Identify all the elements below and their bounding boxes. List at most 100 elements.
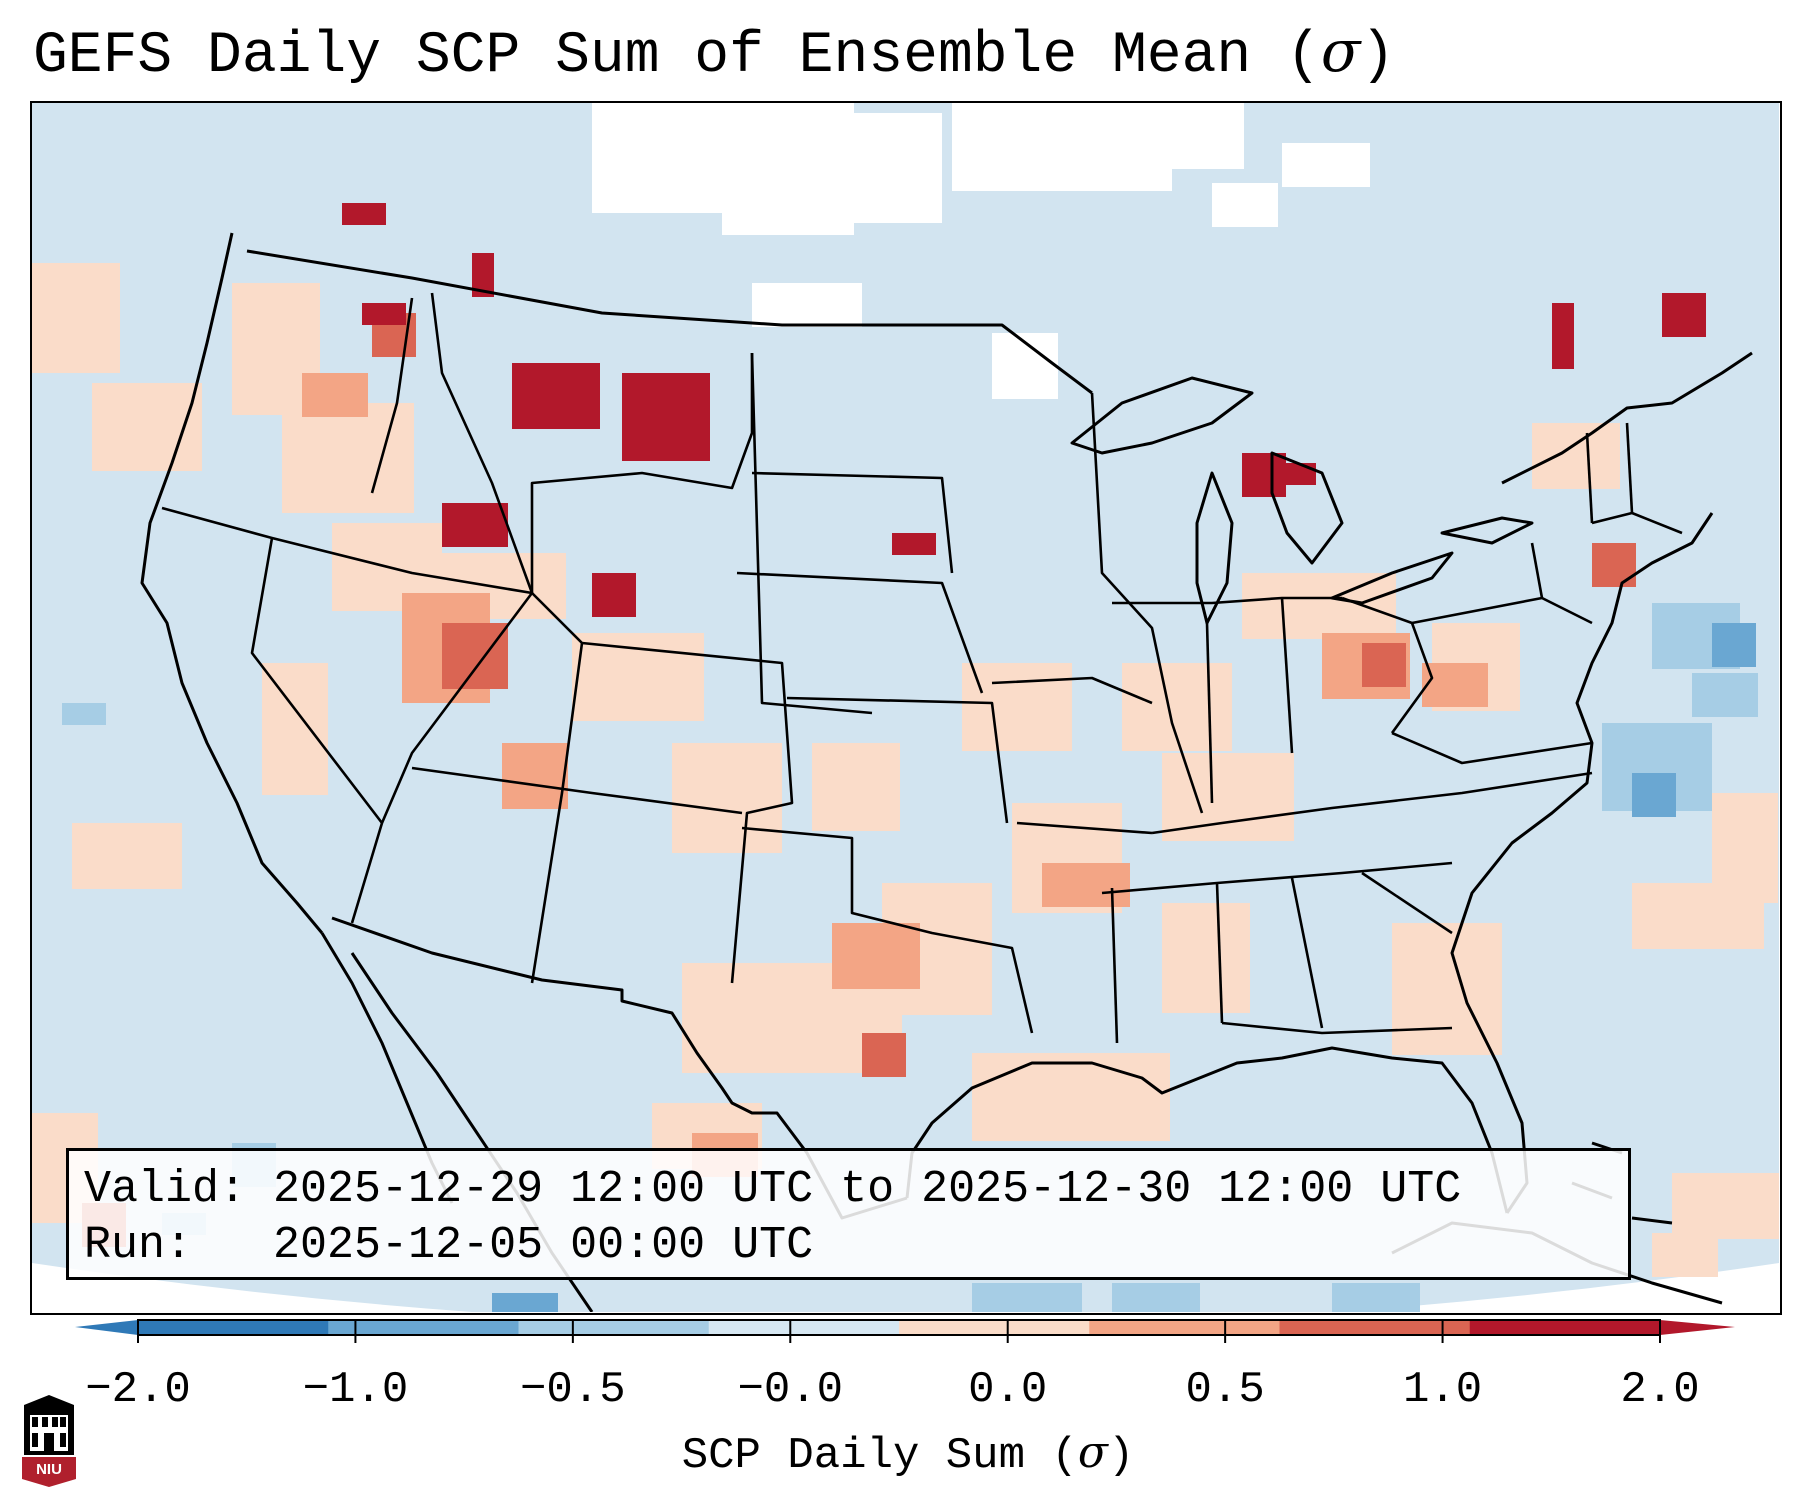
colorbar-bin-6 [1279, 1320, 1471, 1335]
colorbar-tick-label-7: 2.0 [1620, 1365, 1700, 1415]
us-canada-border [246, 249, 1093, 395]
field-cell [1552, 303, 1574, 369]
field-cell [592, 573, 636, 617]
field-cell [32, 263, 120, 373]
field-cell [962, 663, 1072, 751]
field-cell [1532, 423, 1620, 489]
colorbar-bin-7 [1469, 1320, 1661, 1335]
colorbar-label-sigma: σ [1077, 1427, 1108, 1478]
field-cell [1632, 773, 1676, 817]
field-cell [472, 253, 494, 297]
colorbar-bin-5 [1089, 1320, 1280, 1335]
field-cell [342, 203, 386, 225]
colorbar-ticks [137, 1320, 1661, 1343]
colorbar-tick-label-2: −0.5 [520, 1365, 626, 1415]
us-canada-border-east [1501, 351, 1753, 485]
colorbar-extend-min [75, 1320, 138, 1335]
colorbar [75, 1319, 1735, 1343]
field-cell [1692, 673, 1758, 717]
field-cell [502, 743, 568, 809]
field-cell [1422, 663, 1488, 707]
field-cell [1112, 1283, 1200, 1312]
map-panel [30, 101, 1782, 1315]
field-cell [302, 373, 368, 417]
field-cell [1672, 1173, 1779, 1239]
field-cell [262, 663, 328, 795]
colorbar-bin-0 [138, 1320, 329, 1335]
colorbar-tick-label-1: −1.0 [302, 1365, 409, 1415]
lake-superior [1070, 376, 1254, 455]
field-cell [1392, 923, 1502, 1055]
field-cell [1272, 463, 1316, 485]
field-cell [832, 923, 920, 989]
field-cell [1162, 753, 1294, 841]
field-cell [442, 623, 508, 689]
field-cell [1662, 293, 1706, 337]
run-value: 2025-12-05 00:00 UTC [273, 1220, 814, 1271]
colorbar-tick-label-6: 1.0 [1402, 1365, 1483, 1415]
colorbar-label-close: ) [1107, 1431, 1135, 1481]
field-cell [1592, 543, 1636, 587]
run-label: Run: [84, 1220, 193, 1271]
light-positive-cells [32, 263, 1779, 1277]
field-cell [1712, 623, 1756, 667]
field-cell [512, 363, 600, 429]
valid-run-info-box: Valid: 2025-12-29 12:00 UTC to 2025-12-3… [66, 1148, 1631, 1280]
east-coast [1450, 512, 1714, 1214]
field-cell [972, 1053, 1170, 1141]
title-close: ) [1360, 24, 1396, 89]
west-coast [140, 232, 324, 934]
colorbar-bin-1 [328, 1320, 519, 1335]
field-cell [812, 743, 900, 831]
field-cell [1332, 1283, 1420, 1312]
field-cell [1242, 573, 1396, 639]
lake-ontario [1440, 516, 1534, 545]
valid-value: 2025-12-29 12:00 UTC to 2025-12-30 12:00… [273, 1164, 1462, 1215]
gulf-coast [905, 1046, 1509, 1214]
colorbar-tick-label-5: 0.5 [1185, 1365, 1265, 1415]
logo-text: NIU [36, 1461, 62, 1478]
field-cell [282, 403, 414, 513]
colorbar-label-text: SCP Daily Sum ( [681, 1431, 1078, 1481]
colorbar-bin-4 [899, 1320, 1090, 1335]
boundaries [140, 232, 1753, 1312]
field-cell [672, 743, 782, 853]
colorbar-label: SCP Daily Sum (σ) [682, 1427, 1135, 1481]
colorbar-tick-label-4: 0.0 [968, 1365, 1048, 1415]
field-cell [362, 303, 406, 325]
colorbar-bin-2 [518, 1320, 710, 1335]
field-cell [832, 113, 942, 223]
field-cell [1112, 103, 1244, 169]
field-cell [72, 823, 182, 889]
field-cell [1362, 643, 1406, 687]
field-cell [1042, 863, 1130, 907]
colorbar-extend-max [1660, 1320, 1735, 1335]
field-cell [572, 633, 704, 721]
run-row: Run: 2025-12-05 00:00 UTC [84, 1218, 1628, 1274]
field-cell [1652, 1233, 1718, 1277]
state-boundaries [161, 292, 1683, 1044]
extreme-positive-cells [342, 203, 1706, 617]
field-cell [1162, 903, 1250, 1013]
map-canvas [32, 103, 1779, 1312]
valid-row: Valid: 2025-12-29 12:00 UTC to 2025-12-3… [84, 1162, 1628, 1218]
strong-positive-cells [82, 313, 1636, 1247]
field-cell [622, 373, 710, 461]
field-cell [1712, 793, 1778, 903]
figure-title: GEFS Daily SCP Sum of Ensemble Mean (σ) [33, 22, 1395, 86]
field-cell [1212, 183, 1278, 227]
field-cell [862, 1033, 906, 1077]
niu-shield-icon [22, 1395, 76, 1487]
valid-label: Valid: [84, 1164, 247, 1215]
field-cell [62, 703, 106, 725]
map-outside-domain [32, 1263, 1779, 1312]
colorbar-bins [138, 1320, 1661, 1335]
colorbar-tick-label-0: −2.0 [85, 1365, 191, 1415]
field-cell [972, 1283, 1082, 1312]
field-cell [892, 533, 936, 555]
field-cell [442, 503, 508, 547]
niu-logo: NIU [20, 1393, 78, 1487]
lake-huron [1270, 451, 1344, 565]
moderate-negative-cells [492, 623, 1756, 1312]
